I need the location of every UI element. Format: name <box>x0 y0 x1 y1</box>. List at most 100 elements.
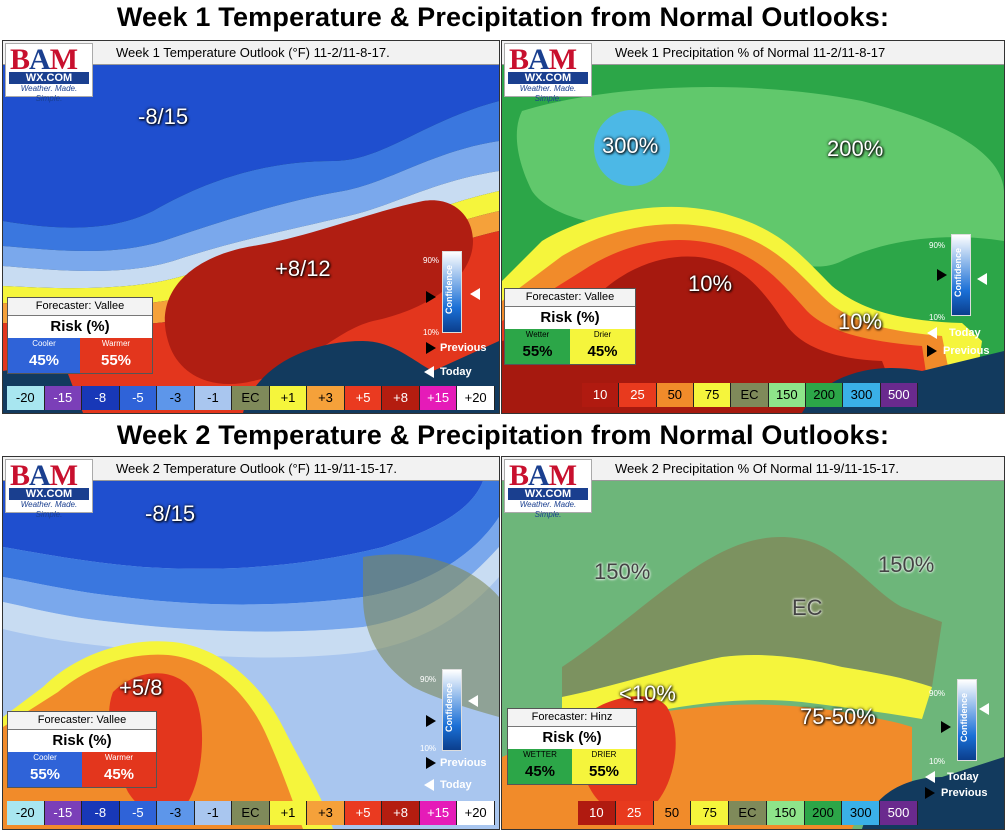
risk-cooler-cell: Cooler 45% <box>8 338 80 373</box>
bam-logo: BAM WX.COM Weather. Made. Simple. <box>504 459 592 519</box>
week2-temperature-panel: Week 2 Temperature Outlook (°F) 11-9/11-… <box>2 456 500 830</box>
legend-swatch: -1 <box>194 386 233 410</box>
week2-temperature-legend: -20 -15 -8 -5 -3 -1 EC +1 +3 +5 +8 +15 +20 <box>7 801 495 825</box>
week2-precip-label-75-50: 75-50% <box>800 704 876 729</box>
previous-marker-icon <box>426 715 436 727</box>
previous-marker-icon <box>426 291 436 303</box>
today-legend-icon <box>424 779 434 791</box>
forecaster-label: Forecaster: Vallee <box>8 712 156 730</box>
legend-swatch: -15 <box>44 386 83 410</box>
legend-swatch: -15 <box>44 801 83 825</box>
previous-marker-icon <box>941 721 951 733</box>
legend-swatch: 50 <box>656 383 694 407</box>
risk-title: Risk (%) <box>50 318 110 335</box>
week2-precip-confidence-meter: 90% Confidence 10% Today Previous <box>907 679 1003 803</box>
previous-legend-icon <box>426 342 436 354</box>
forecaster-label: Forecaster: Vallee <box>505 289 635 307</box>
legend-swatch: +15 <box>419 386 458 410</box>
bam-logo: BAM WX.COM Weather. Made. Simple. <box>5 43 93 103</box>
week2-temp-warm-label: +5/8 <box>119 675 163 700</box>
risk-warmer-cell: Warmer 45% <box>82 752 156 787</box>
legend-swatch: 200 <box>804 801 843 825</box>
legend-swatch: -1 <box>194 801 233 825</box>
previous-legend-icon <box>925 787 935 799</box>
bam-logo: BAM WX.COM Weather. Made. Simple. <box>504 43 592 103</box>
legend-swatch: +20 <box>457 801 495 825</box>
week1-precip-label-200: 200% <box>827 136 884 161</box>
week1-precip-label-10-florida: 10% <box>838 309 883 334</box>
week2-precip-label-150-west: 150% <box>594 559 651 584</box>
week1-temp-risk-box: Forecaster: Vallee Risk (%) Cooler 45% W… <box>7 297 153 374</box>
today-marker-icon <box>979 703 989 715</box>
risk-drier-cell: DRIER 55% <box>572 749 636 784</box>
legend-swatch: 500 <box>880 801 918 825</box>
risk-wetter-cell: WETTER 45% <box>508 749 572 784</box>
legend-swatch: 200 <box>805 383 844 407</box>
week1-precip-label-10-central: 10% <box>688 271 733 296</box>
today-legend-icon <box>925 771 935 783</box>
week2-precipitation-panel: Week 2 Precipitation % Of Normal 11-9/11… <box>501 456 1005 830</box>
legend-swatch: -8 <box>82 386 120 410</box>
legend-swatch: +8 <box>382 801 420 825</box>
legend-swatch: +5 <box>344 386 383 410</box>
legend-swatch: -3 <box>157 801 195 825</box>
week2-precip-risk-box: Forecaster: Hinz Risk (%) WETTER 45% DRI… <box>507 708 637 785</box>
today-marker-icon <box>468 695 478 707</box>
week1-temp-confidence-meter: 90% Confidence 10% Previous Today <box>398 246 498 386</box>
bam-logo: BAM WX.COM Weather. Made. Simple. <box>5 459 93 519</box>
risk-wetter-cell: Wetter 55% <box>505 329 570 364</box>
legend-swatch: -3 <box>157 386 195 410</box>
week2-temp-risk-box: Forecaster: Vallee Risk (%) Cooler 55% W… <box>7 711 157 788</box>
legend-swatch: EC <box>731 383 769 407</box>
risk-title: Risk (%) <box>52 732 112 749</box>
legend-swatch: 10 <box>578 801 616 825</box>
week2-precip-label-lt10: <10% <box>619 681 676 706</box>
legend-swatch: +20 <box>457 386 495 410</box>
week2-precipitation-legend: 10 25 50 75 EC 150 200 300 500 <box>578 801 918 825</box>
legend-swatch: 10 <box>582 383 620 407</box>
week1-precip-confidence-meter: 90% Confidence 10% Today Previous <box>907 231 1003 371</box>
legend-swatch: EC <box>232 801 270 825</box>
legend-swatch: +1 <box>269 801 308 825</box>
legend-swatch: 300 <box>842 801 881 825</box>
risk-cooler-cell: Cooler 55% <box>8 752 82 787</box>
week1-temperature-panel: Week 1 Temperature Outlook (°F) 11-2/11-… <box>2 40 500 414</box>
legend-swatch: +8 <box>382 386 420 410</box>
week1-temp-warm-label: +8/12 <box>275 256 331 281</box>
forecaster-label: Forecaster: Hinz <box>508 709 636 727</box>
legend-swatch: +3 <box>307 386 345 410</box>
legend-swatch: 300 <box>843 383 881 407</box>
week1-precip-risk-box: Forecaster: Vallee Risk (%) Wetter 55% D… <box>504 288 636 365</box>
legend-swatch: EC <box>729 801 767 825</box>
week1-precip-label-300: 300% <box>602 133 659 158</box>
legend-swatch: 25 <box>615 801 654 825</box>
week2-section-title: Week 2 Temperature & Precipitation from … <box>116 420 890 450</box>
legend-swatch: 150 <box>766 801 805 825</box>
today-marker-icon <box>470 288 480 300</box>
legend-swatch: EC <box>232 386 270 410</box>
risk-title: Risk (%) <box>540 309 600 326</box>
legend-swatch: -8 <box>82 801 120 825</box>
legend-swatch: 500 <box>880 383 918 407</box>
legend-swatch: 25 <box>619 383 657 407</box>
week1-temperature-legend: -20 -15 -8 -5 -3 -1 EC +1 +3 +5 +8 +15 +20 <box>7 386 495 410</box>
legend-swatch: -5 <box>119 386 158 410</box>
risk-title: Risk (%) <box>542 729 602 746</box>
today-legend-icon <box>424 366 434 378</box>
week2-precip-label-ec: EC <box>792 595 823 620</box>
week1-precipitation-legend: 10 25 50 75 EC 150 200 300 500 <box>582 383 918 407</box>
risk-warmer-cell: Warmer 55% <box>80 338 152 373</box>
week2-precip-label-150-east: 150% <box>878 552 935 577</box>
legend-swatch: +5 <box>344 801 383 825</box>
previous-legend-icon <box>927 345 937 357</box>
week2-temp-cold-label: -8/15 <box>145 501 196 526</box>
previous-marker-icon <box>937 269 947 281</box>
week1-precipitation-map <box>502 41 1004 413</box>
forecaster-label: Forecaster: Vallee <box>8 298 152 316</box>
today-marker-icon <box>977 273 987 285</box>
legend-swatch: +3 <box>307 801 345 825</box>
legend-swatch: 150 <box>768 383 806 407</box>
legend-swatch: -20 <box>7 801 45 825</box>
legend-swatch: 50 <box>653 801 692 825</box>
week1-temp-cold-label: -8/15 <box>138 104 189 129</box>
